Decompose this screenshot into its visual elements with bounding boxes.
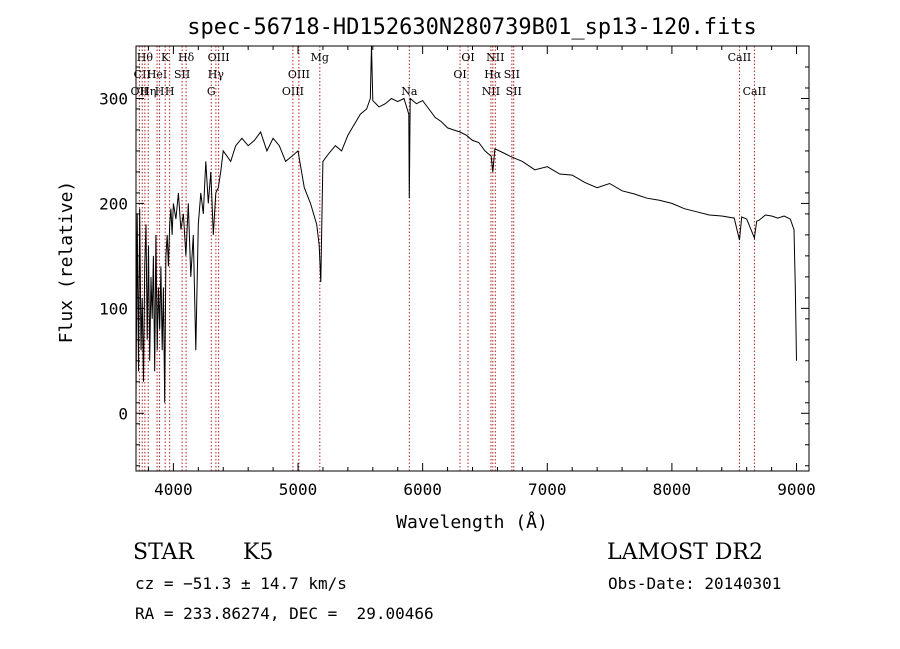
line-marker-label: Hθ <box>137 51 154 64</box>
line-marker-label: SII <box>504 68 520 81</box>
observation-date: Obs-Date: 20140301 <box>608 574 782 593</box>
x-axis-label: Wavelength (Å) <box>396 511 548 533</box>
x-tick-label: 7000 <box>528 480 567 499</box>
line-marker-label: Mg <box>311 51 329 64</box>
spectrum-line <box>135 45 797 403</box>
line-marker-label: NII <box>486 51 504 64</box>
x-tick-label: 6000 <box>403 480 442 499</box>
line-marker-label: Hγ <box>208 68 225 81</box>
line-marker-label: CII <box>134 68 151 81</box>
x-tick-label: 9000 <box>777 480 816 499</box>
line-marker-label: CaII <box>728 51 752 64</box>
line-markers: OIICIIHθHηHeIHKHSIIHδGHγOIIIOIIIOIIIMgNa… <box>131 46 767 471</box>
y-tick-label: 0 <box>118 404 128 423</box>
object-class: STAR <box>133 540 194 565</box>
y-axis-label: Flux (relative) <box>56 181 77 344</box>
y-tick-label: 200 <box>99 194 128 213</box>
line-marker-label: H <box>165 85 175 98</box>
line-marker-label: OIII <box>208 51 230 64</box>
object-subclass: K5 <box>243 540 274 565</box>
line-marker-label: HeI <box>147 68 167 81</box>
y-tick-label: 300 <box>99 89 128 108</box>
line-marker-label: Hη <box>140 85 156 98</box>
line-marker-label: Hα <box>484 68 502 81</box>
axis-ticks: 4000 5000 6000 7000 8000 9000 0 100 200 300 <box>99 45 816 499</box>
x-tick-label: 5000 <box>279 480 318 499</box>
line-marker-label: H <box>155 85 165 98</box>
chart-title: spec-56718-HD152630N280739B01_sp13-120.f… <box>187 15 757 40</box>
line-marker-label: OII <box>131 85 149 98</box>
line-marker-label: Hδ <box>178 51 195 64</box>
x-tick-label: 8000 <box>653 480 692 499</box>
redshift-velocity: cz = −51.3 ± 14.7 km/s <box>135 574 347 593</box>
survey-name: LAMOST DR2 <box>607 540 763 565</box>
line-marker-label: OIII <box>282 85 304 98</box>
y-tick-label: 100 <box>99 299 128 318</box>
line-marker-label: K <box>161 51 170 64</box>
line-marker-label: NII <box>482 85 500 98</box>
x-tick-label: 4000 <box>154 480 193 499</box>
plot-frame <box>135 45 810 472</box>
line-marker-label: CaII <box>743 85 767 98</box>
coordinates: RA = 233.86274, DEC = 29.00466 <box>135 604 434 623</box>
line-marker-label: OIII <box>288 68 310 81</box>
line-marker-label: SII <box>174 68 190 81</box>
line-marker-label: OI <box>461 51 474 64</box>
line-marker-label: OI <box>453 68 466 81</box>
line-marker-label: Na <box>401 85 418 98</box>
line-marker-label: G <box>207 85 216 98</box>
spectrum-series <box>135 45 797 403</box>
line-marker-label: SII <box>506 85 522 98</box>
